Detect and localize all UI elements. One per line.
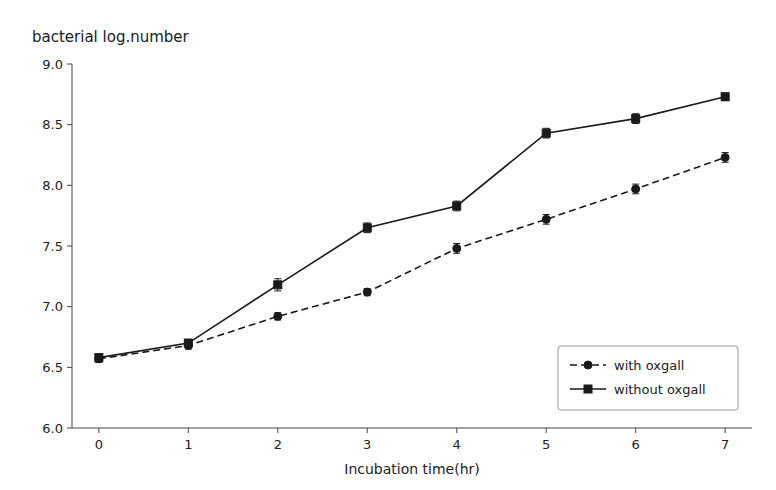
point [274,281,282,289]
error-bar-cap [453,210,460,211]
point [721,153,729,161]
y-tick [67,64,72,65]
x-tick [725,428,726,433]
legend-swatch-marker [584,361,592,369]
axes: 0 1 2 3 4 5 6 7 6.0 6.5 7.0 7.5 8.0 8.5 9.0 [42,57,752,453]
x-tick [98,428,99,433]
error-bar-cap [543,138,550,139]
point [632,115,640,123]
x-tick [546,428,547,433]
series-line [99,97,725,358]
error-bar [632,114,639,124]
x-tick [188,428,189,433]
error-bar [185,339,192,346]
error-bar-cap [543,128,550,129]
error-bar [543,128,550,138]
error-bar [722,93,729,100]
error-bar [453,201,460,211]
y-tick-label: 8.5 [42,117,63,132]
point [453,202,461,210]
point [453,244,461,252]
error-bar-cap [453,243,460,244]
x-tick-label: 5 [542,437,550,452]
y-axis-label: bacterial log.number [32,28,190,46]
x-tick [456,428,457,433]
x-tick-label: 7 [721,437,729,452]
error-bar-cap [453,201,460,202]
error-bar-cap [722,162,729,163]
legend-swatch [570,385,606,393]
x-tick [635,428,636,433]
error-bar [364,288,371,295]
y-tick-label: 7.0 [42,299,63,314]
error-bar-cap [632,193,639,194]
point [95,354,103,362]
point [721,93,729,101]
x-tick-label: 6 [632,437,640,452]
error-bar [632,184,639,194]
chart: 0 1 2 3 4 5 6 7 6.0 6.5 7.0 7.5 8.0 8.5 9.0 Incubation … [0,0,776,490]
y-tick-label: 6.5 [42,360,63,375]
legend-frame [558,346,738,410]
legend-swatch [570,361,606,369]
x-tick-label: 4 [453,437,461,452]
error-bar [453,244,460,254]
error-bar-cap [364,222,371,223]
y-tick [67,428,72,429]
y-tick-label: 6.0 [42,421,63,436]
point [363,224,371,232]
x-tick [277,428,278,433]
point [274,312,282,320]
x-tick-label: 1 [184,437,192,452]
legend-swatch-marker [584,385,592,393]
error-bar [364,223,371,233]
y-tick [67,367,72,368]
series-0 [95,153,729,363]
error-bar-cap [274,278,281,279]
y-tick [67,124,72,125]
legend: with oxgall without oxgall [558,346,738,410]
y-tick-label: 9.0 [42,57,63,72]
series-line [99,157,725,358]
error-bar-cap [543,214,550,215]
y-tick-label: 8.0 [42,178,63,193]
x-axis-line [72,428,752,429]
x-tick-label: 3 [363,437,371,452]
error-bar [543,214,550,224]
series-1 [95,93,729,362]
x-tick-label: 2 [274,437,282,452]
error-bar-cap [632,113,639,114]
point [542,129,550,137]
error-bar-cap [453,253,460,254]
error-bar-cap [632,123,639,124]
x-tick-label: 0 [95,437,103,452]
y-tick [67,306,72,307]
legend-label: without oxgall [614,382,706,397]
point [363,288,371,296]
error-bar-cap [632,184,639,185]
plot-marks [95,93,729,363]
error-bar-cap [543,224,550,225]
x-axis-label: Incubation time(hr) [344,461,480,477]
point [542,215,550,223]
point [632,185,640,193]
error-bar [95,354,102,361]
error-bar-cap [274,290,281,291]
legend-label: with oxgall [614,358,684,373]
error-bar [274,313,281,320]
error-bar [722,153,729,163]
error-bar [274,279,281,291]
error-bar-cap [722,152,729,153]
point [184,339,192,347]
y-tick-label: 7.5 [42,239,63,254]
error-bar-cap [364,232,371,233]
y-tick [67,185,72,186]
y-tick [67,246,72,247]
x-tick [367,428,368,433]
